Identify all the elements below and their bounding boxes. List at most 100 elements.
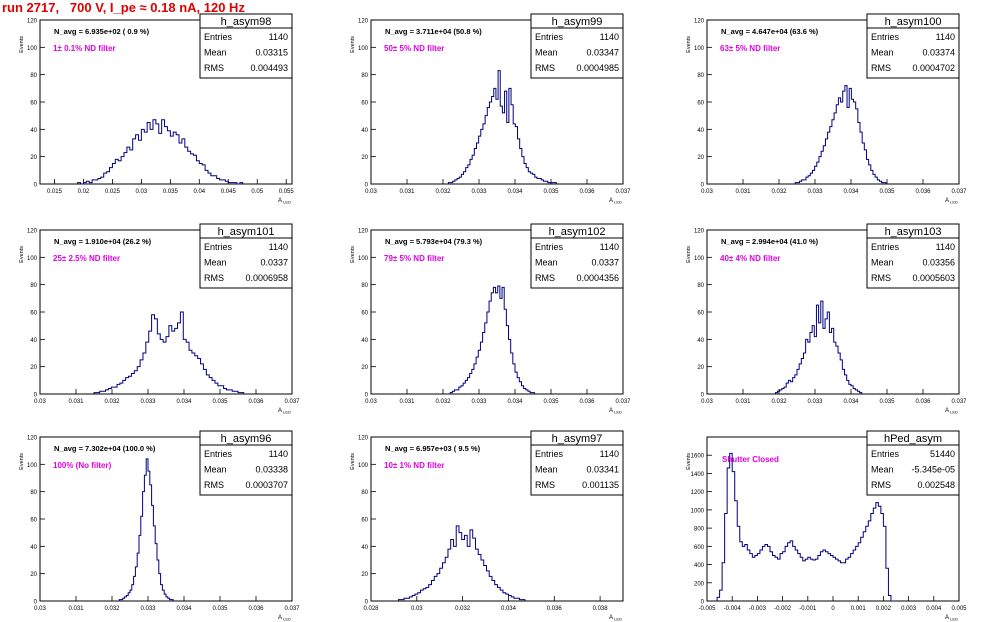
filter-note: Shutter Closed <box>722 455 779 464</box>
x-tick-label: 0.033 <box>471 399 487 405</box>
stats-value-entries: 1140 <box>936 32 955 42</box>
stats-label-rms: RMS <box>204 63 224 73</box>
histogram-series-h_asym101 <box>93 311 245 394</box>
x-tick-label: 0.034 <box>176 399 192 405</box>
stats-box <box>199 13 293 79</box>
y-tick-label: 800 <box>694 527 705 533</box>
y-tick-label: 60 <box>30 518 37 524</box>
stats-label-mean: Mean <box>535 258 558 268</box>
y-tick-label: 0 <box>701 600 705 606</box>
filter-note: 50± 5% ND filter <box>384 44 444 53</box>
x-tick-label: 0.038 <box>593 606 609 612</box>
x-tick-label: 0.025 <box>105 189 121 195</box>
x-tick-label: 0.03 <box>701 399 713 405</box>
stats-label-entries: Entries <box>535 32 564 42</box>
y-tick-label: 120 <box>694 229 705 235</box>
x-axis-title: A LED <box>609 408 622 415</box>
x-tick-label: 0.037 <box>615 399 631 405</box>
x-tick-label: 0.03 <box>365 399 377 405</box>
x-axis-title: A LED <box>945 408 958 415</box>
x-tick-label: 0.03 <box>34 606 46 612</box>
y-tick-label: 80 <box>30 490 37 496</box>
stats-value-entries: 1140 <box>269 242 288 252</box>
x-tick-label: 0.045 <box>221 189 237 195</box>
x-tick-label: 0.031 <box>68 399 84 405</box>
x-tick-label: 0.037 <box>284 399 300 405</box>
stats-value-entries: 51440 <box>930 449 955 459</box>
x-tick-label: 0.005 <box>951 606 967 612</box>
x-tick-label: 0.036 <box>579 399 595 405</box>
x-tick-label: 0.002 <box>876 606 892 612</box>
filter-note: 25± 2.5% ND filter <box>53 254 120 263</box>
x-tick-label: 0.031 <box>399 189 415 195</box>
filter-note: 79± 5% ND filter <box>384 254 444 263</box>
y-tick-label: 40 <box>361 128 368 134</box>
y-tick-label: 40 <box>30 338 37 344</box>
x-tick-label: 0.031 <box>68 606 84 612</box>
y-tick-label: 1400 <box>691 472 705 478</box>
x-tick-label: 0.032 <box>771 399 787 405</box>
x-axis-title: A LED <box>609 615 622 622</box>
stats-label-rms: RMS <box>535 63 555 73</box>
x-tick-label: 0.034 <box>507 399 523 405</box>
stats-value-rms: 0.0004702 <box>912 63 955 73</box>
stats-label-mean: Mean <box>204 465 227 475</box>
x-tick-label: 0.032 <box>771 189 787 195</box>
histogram-series-h_asym100 <box>794 85 887 184</box>
x-tick-label: 0.036 <box>579 189 595 195</box>
x-tick-label: 0.032 <box>104 606 120 612</box>
x-tick-label: 0.037 <box>951 189 967 195</box>
y-tick-label: 120 <box>27 436 38 442</box>
stats-label-rms: RMS <box>204 480 224 490</box>
x-tick-label: 0.004 <box>926 606 942 612</box>
y-tick-label: 200 <box>694 581 705 587</box>
stats-title: h_asym99 <box>552 16 603 28</box>
y-tick-label: 100 <box>358 256 369 262</box>
y-axis-title: Events <box>350 36 356 53</box>
x-tick-label: 0.035 <box>212 399 228 405</box>
y-tick-label: 100 <box>27 46 38 52</box>
x-tick-label: 0.033 <box>807 399 823 405</box>
x-axis-title: A LED <box>945 615 958 622</box>
navg-label: N_avg = 3.711e+04 (50.8 %) <box>385 27 482 36</box>
x-tick-label: 0.036 <box>547 606 563 612</box>
stats-label-entries: Entries <box>204 449 233 459</box>
stats-value-rms: 0.0004985 <box>576 63 619 73</box>
x-tick-label: 0 <box>831 606 835 612</box>
y-tick-label: 100 <box>358 46 369 52</box>
y-axis-title: Events <box>19 36 25 53</box>
stats-label-rms: RMS <box>204 273 224 283</box>
stats-label-rms: RMS <box>535 480 555 490</box>
x-tick-label: 0.031 <box>735 399 751 405</box>
stats-label-mean: Mean <box>204 258 227 268</box>
y-tick-label: 80 <box>697 283 704 289</box>
x-axis-title: A LED <box>609 198 622 205</box>
stats-box <box>199 223 293 289</box>
x-tick-label: 0.028 <box>363 606 379 612</box>
y-tick-label: 0 <box>365 183 369 189</box>
filter-note: 100% (No filter) <box>53 461 112 470</box>
stats-label-rms: RMS <box>535 273 555 283</box>
y-axis-title: Events <box>19 246 25 263</box>
navg-label: N_avg = 1.910e+04 (26.2 %) <box>54 237 152 246</box>
x-tick-label: 0.035 <box>543 189 559 195</box>
y-tick-label: 1000 <box>691 508 705 514</box>
stats-value-rms: 0.0006958 <box>245 273 288 283</box>
y-tick-label: 80 <box>361 283 368 289</box>
y-tick-label: 100 <box>358 463 369 469</box>
y-tick-label: 40 <box>361 338 368 344</box>
stats-box <box>866 223 960 289</box>
x-tick-label: -0.003 <box>749 606 767 612</box>
y-tick-label: 40 <box>361 545 368 551</box>
stats-label-entries: Entries <box>204 32 233 42</box>
filter-note: 40± 4% ND filter <box>720 254 780 263</box>
navg-label: N_avg = 4.647e+04 (63.6 %) <box>721 27 819 36</box>
x-axis-title: A LED <box>278 615 291 622</box>
x-tick-label: 0.03 <box>365 189 377 195</box>
y-tick-label: 0 <box>701 183 705 189</box>
stats-title: h_asym100 <box>885 16 942 28</box>
x-tick-label: 0.036 <box>248 399 264 405</box>
x-tick-label: 0.032 <box>455 606 471 612</box>
stats-box <box>866 13 960 79</box>
stats-value-mean: 0.03341 <box>586 465 619 475</box>
